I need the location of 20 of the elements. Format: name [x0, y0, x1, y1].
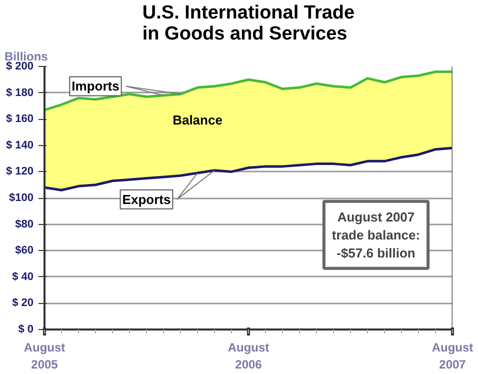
y-tick-label: $ 0: [18, 324, 34, 336]
x-tick-label: August 2005: [24, 340, 66, 372]
y-tick-label: $ 40: [12, 270, 34, 283]
y-tick-label: $60: [15, 244, 34, 257]
y-tick-label: $ 120: [6, 166, 34, 178]
series-label: Exports: [122, 192, 171, 207]
annotation: August 2007 trade balance: -$57.6 billion: [332, 209, 420, 260]
y-tick-label: $100: [9, 192, 34, 204]
y-tick-label: $ 200: [6, 60, 34, 72]
x-tick-label: August 2006: [228, 340, 270, 372]
y-tick-label: $ 160: [6, 113, 34, 126]
annotation: Balance: [172, 112, 222, 128]
series-label: Imports: [72, 78, 120, 94]
chart-title: U.S. International Trade in Goods and Services: [142, 2, 355, 44]
y-tick-label: $ 20: [12, 297, 34, 310]
x-tick-label: August 2007: [432, 340, 474, 372]
y-tick-label: $ 180: [6, 86, 34, 99]
line-series: [44, 146, 452, 192]
y-tick-label: $80: [15, 218, 34, 230]
y-tick-label: $ 140: [6, 139, 34, 152]
